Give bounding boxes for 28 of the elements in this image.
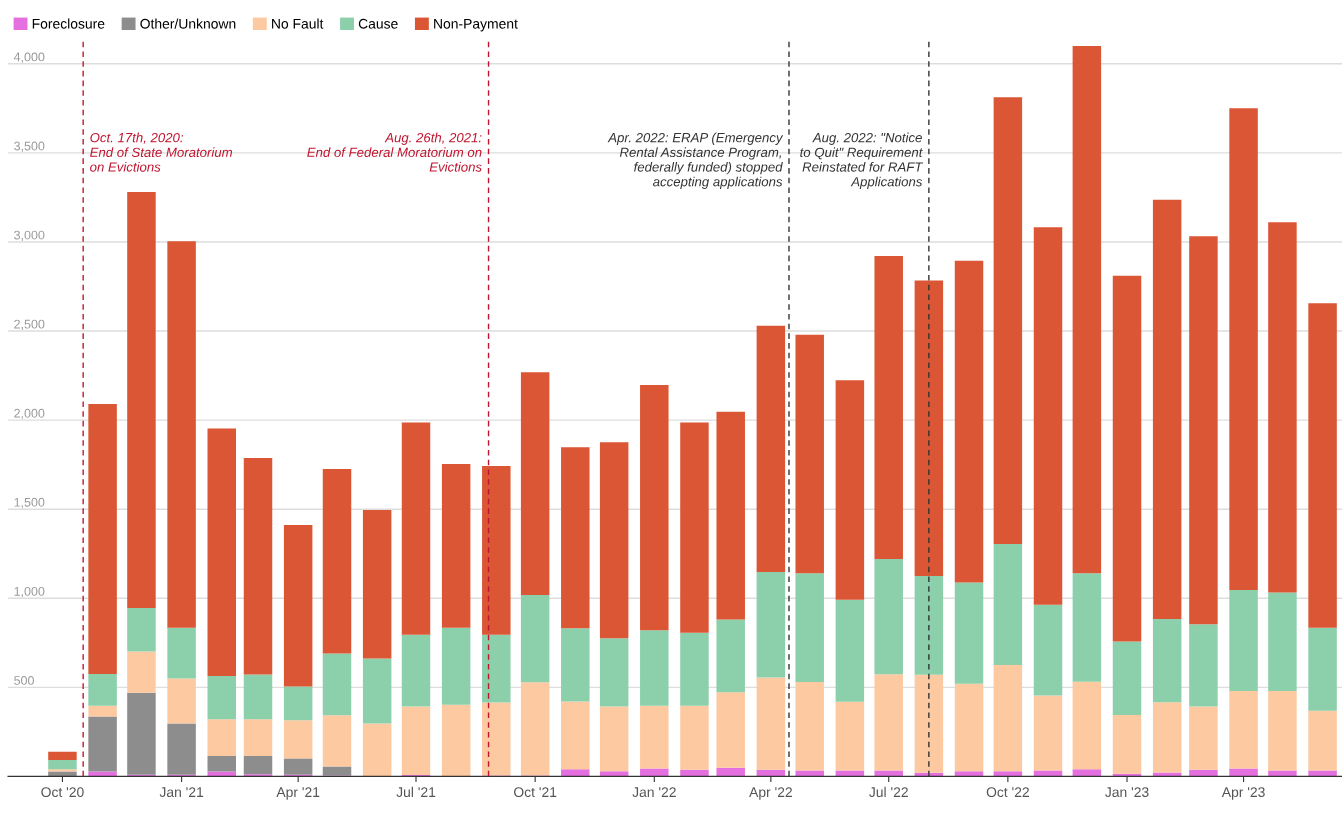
x-tick-label: Oct '22 [986, 787, 1029, 798]
x-tick-label: Jan '22 [632, 787, 676, 798]
x-tick-label: Oct '20 [41, 787, 84, 798]
x-tick-label: Apr '21 [276, 787, 320, 800]
legend-label: No Fault [272, 18, 324, 29]
ref-line-label: Aug. 2022: "Notice to Quit" Requirement Reinstated for RAFT Applications [800, 132, 924, 189]
x-tick-label: Jan '23 [1105, 787, 1149, 798]
y-tick-label: 3,500 [14, 141, 45, 152]
y-tick-label: 1,500 [14, 497, 45, 509]
legend-label: Other/Unknown [140, 18, 236, 29]
ref-line-label: Apr. 2022: ERAP (Emergency Rental Assistance Program, federally funded) stopped accepting applications [607, 132, 784, 189]
x-tick-label: Jul '21 [396, 786, 436, 798]
x-tick-label: Jul '22 [869, 786, 908, 798]
y-tick-label: 500 [14, 676, 34, 685]
y-tick-label: 4,000 [13, 52, 45, 63]
legend-label: Foreclosure [32, 18, 105, 29]
x-tick-label: Apr '23 [1221, 787, 1265, 800]
y-tick-label: 2,500 [14, 319, 45, 331]
y-tick-label: 1,000 [14, 586, 45, 598]
x-tick-label: Oct '21 [514, 787, 557, 798]
x-tick-label: Apr '22 [749, 787, 792, 800]
x-tick-label: Jan '21 [159, 787, 204, 798]
ref-line-label: Aug. 26th, 2021: End of Federal Moratorium on Evictions [307, 132, 482, 172]
ref-line-label: Oct. 17th, 2020: End of State Moratorium on Evictions [90, 132, 233, 172]
y-tick-label: 3,000 [14, 230, 45, 241]
y-tick-label: 2,000 [14, 408, 45, 420]
legend-label: Cause [358, 18, 398, 29]
legend-label: Non-Payment [434, 18, 518, 32]
